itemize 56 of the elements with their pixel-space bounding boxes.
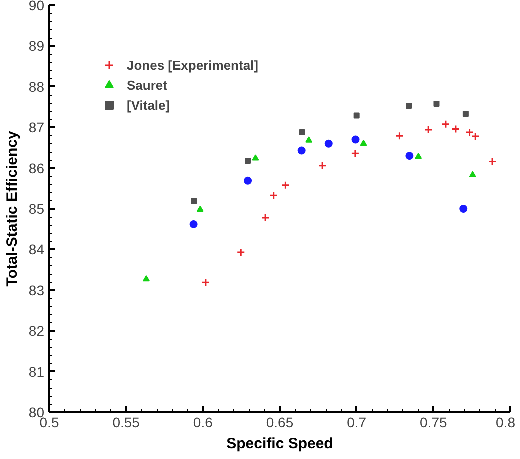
point (261, 214, 270, 222)
y-tick-label: 87 (28, 120, 45, 136)
point (298, 146, 306, 155)
point (236, 248, 246, 257)
point (452, 124, 460, 134)
point (354, 112, 360, 119)
x-tick-label: 0.6 (193, 414, 214, 430)
point (245, 158, 252, 164)
point (462, 111, 469, 118)
point (244, 176, 252, 185)
point (424, 126, 433, 134)
point (324, 140, 333, 148)
point (190, 220, 198, 228)
point (406, 152, 414, 160)
point (395, 132, 404, 140)
x-axis-title: Specific Speed (226, 436, 334, 452)
point (352, 136, 360, 144)
y-tick-label: 85 (28, 201, 45, 217)
point (471, 132, 480, 141)
point (351, 149, 360, 158)
y-tick-label: 82 (28, 323, 45, 340)
point (415, 152, 422, 160)
legend-label: Sauret (127, 78, 168, 92)
x-tick-label: 0.8 (496, 414, 516, 430)
y-tick-label: 88 (28, 78, 45, 95)
point (434, 100, 440, 107)
legend-label: Jones [Experimental] (127, 58, 258, 72)
y-tick-label: 89 (28, 38, 45, 54)
point (252, 154, 260, 161)
point (466, 128, 474, 137)
point (202, 278, 210, 287)
y-axis-title: Total-Static Efficiency (4, 130, 21, 287)
point (196, 206, 204, 212)
point (318, 162, 327, 170)
x-tick-label: 0.55 (112, 414, 140, 430)
x-tick-label: 0.7 (347, 414, 367, 430)
x-tick-label: 0.75 (420, 414, 448, 430)
y-tick-label: 86 (28, 160, 45, 176)
point (270, 191, 278, 200)
point (469, 171, 476, 178)
point (488, 158, 497, 166)
point (442, 120, 450, 129)
point (142, 275, 150, 282)
y-tick-label: 81 (28, 364, 45, 380)
point (460, 205, 468, 213)
point (306, 136, 313, 143)
point (299, 129, 306, 136)
y-tick-label: 84 (28, 242, 45, 258)
point (191, 198, 198, 204)
legend-label: [Vitale] (127, 98, 170, 112)
x-tick-label: 0.65 (266, 414, 294, 430)
y-tick-label: 90 (28, 0, 45, 14)
y-tick-label: 83 (28, 282, 45, 298)
point (406, 103, 412, 110)
point (281, 181, 290, 190)
point (360, 140, 368, 146)
